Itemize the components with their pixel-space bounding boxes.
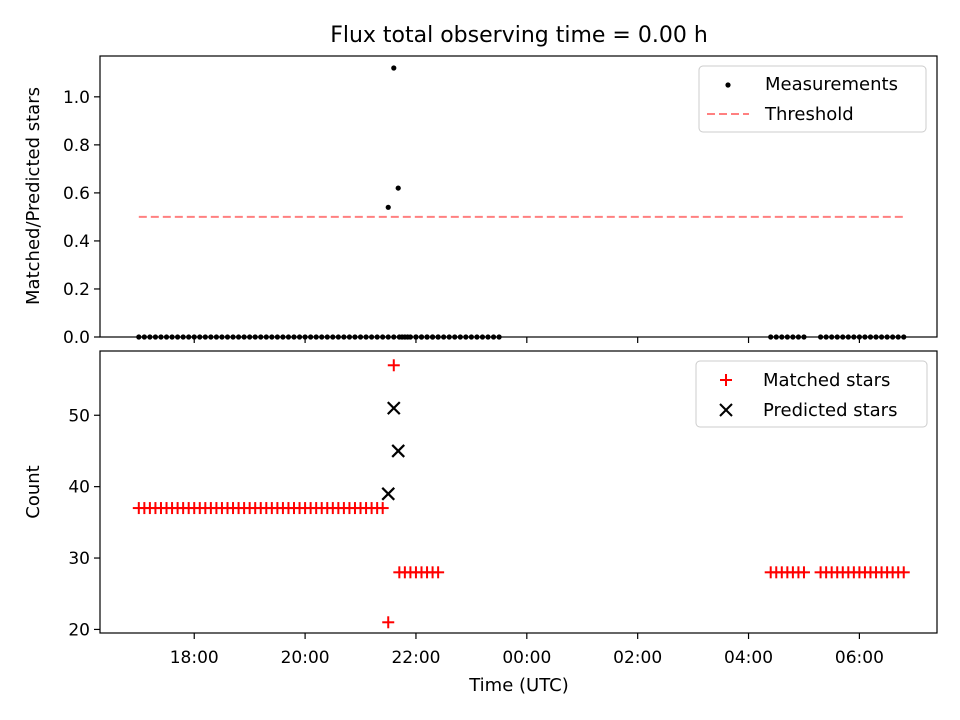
matched-star-point	[387, 359, 400, 372]
x-tick-label: 18:00	[170, 648, 219, 668]
legend-matched-label: Matched stars	[763, 370, 890, 391]
legend-threshold-label: Threshold	[764, 104, 854, 125]
x-tick-label: 00:00	[502, 648, 551, 668]
legend-matched-marker	[720, 374, 732, 386]
matched-star-point	[382, 616, 395, 629]
measurement-point	[385, 204, 391, 210]
bottom-panel-count: 20 30 40 50 Count Matched stars Predicted s…	[23, 350, 938, 640]
x-tick-label: 04:00	[724, 648, 773, 668]
bottom-axes-frame	[99, 350, 938, 634]
series-predicted-stars	[381, 401, 405, 501]
y-tick-label: 1.0	[63, 88, 90, 108]
bottom-legend: Matched stars Predicted stars	[695, 360, 928, 428]
measurement-point	[395, 185, 401, 191]
bottom-y-ticks: 20 30 40 50	[68, 406, 100, 640]
y-tick-label: 0.0	[63, 328, 90, 348]
predicted-star-point	[391, 444, 405, 458]
matched-star-point	[376, 502, 389, 515]
x-tick-label: 02:00	[613, 648, 662, 668]
y-tick-label: 0.8	[63, 136, 90, 156]
bottom-plot-marks	[132, 359, 910, 629]
y-tick-label: 30	[68, 549, 90, 569]
top-legend-box	[698, 65, 927, 133]
matched-star-point	[897, 566, 910, 579]
x-tick-label: 06:00	[835, 648, 884, 668]
predicted-star-point	[381, 487, 396, 501]
x-tick-label: 20:00	[281, 648, 330, 668]
y-tick-label: 0.6	[63, 184, 90, 204]
figure-title: Flux total observing time = 0.00 h	[330, 23, 708, 48]
measurement-point	[391, 65, 397, 71]
matched-star-point	[432, 566, 445, 579]
legend-predicted-label: Predicted stars	[763, 400, 897, 421]
top-axes-frame	[99, 55, 938, 338]
legend-measurements-marker	[725, 82, 731, 88]
top-panel-ratio: 0.0 0.2 0.4 0.6 0.8 1.0 Matched/Predicted sta…	[23, 55, 938, 348]
top-y-ticks: 0.0 0.2 0.4 0.6 0.8 1.0	[63, 88, 100, 348]
predicted-star-point	[387, 401, 401, 415]
bottom-y-axis-label: Count	[23, 465, 44, 518]
x-tick-label: 22:00	[391, 648, 440, 668]
legend-predicted-marker	[719, 403, 733, 417]
legend-measurements-label: Measurements	[765, 74, 898, 95]
bottom-legend-box	[695, 360, 928, 428]
y-tick-label: 0.4	[63, 232, 90, 252]
y-tick-label: 20	[68, 620, 90, 640]
x-axis-label: Time (UTC)	[468, 675, 569, 696]
y-tick-label: 50	[68, 406, 90, 426]
y-tick-label: 40	[68, 478, 90, 498]
top-y-axis-label: Matched/Predicted stars	[23, 87, 44, 305]
top-legend: Measurements Threshold	[698, 65, 927, 133]
x-axis-ticks: 18:00 20:00 22:00 00:00 02:00 04:00 06:00	[170, 337, 884, 668]
y-tick-label: 0.2	[63, 280, 90, 300]
series-matched-stars	[132, 359, 910, 629]
matched-star-point	[797, 566, 810, 579]
